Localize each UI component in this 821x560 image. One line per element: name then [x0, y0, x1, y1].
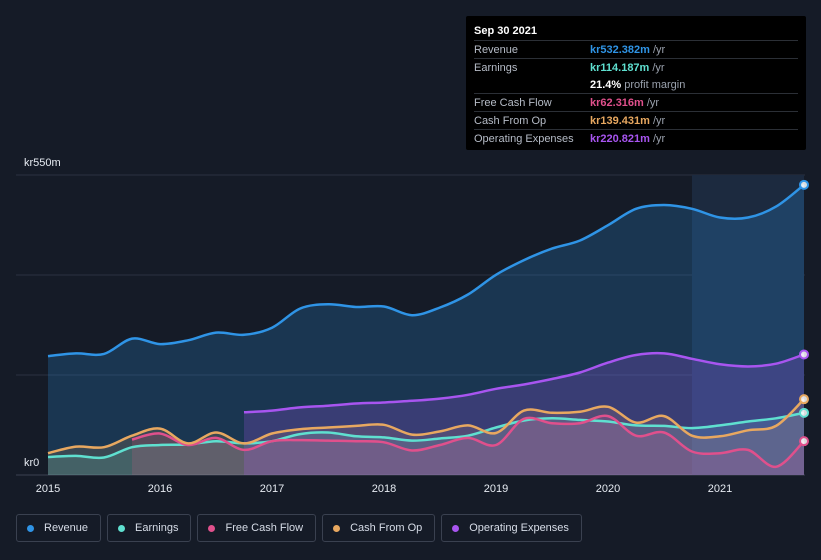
highlight-layer — [692, 175, 804, 475]
tooltip-row-value: kr114.187m — [590, 61, 650, 74]
tooltip-row-label: Free Cash Flow — [474, 96, 552, 109]
tooltip-row-value: kr220.821m — [590, 132, 650, 145]
gridlines — [16, 174, 805, 476]
operating-expenses-line — [243, 351, 805, 414]
revenue-line — [47, 183, 805, 358]
free-cash-flow-area — [132, 415, 804, 475]
tooltip-row-label: Earnings — [474, 61, 518, 74]
highlight-region — [692, 175, 804, 475]
free-cash-flow-line — [131, 414, 805, 469]
operating-expenses-marker — [799, 349, 809, 360]
tooltip-row-value: kr62.316m — [590, 96, 644, 109]
earnings-marker — [799, 407, 809, 418]
legend-label: Free Cash Flow — [225, 522, 304, 534]
tooltip-row-unit: /yr — [652, 132, 666, 145]
revenue-marker — [799, 179, 809, 190]
x-axis-ticks: 2015 2016 2017 2018 2019 2020 2021 — [36, 483, 732, 495]
legend-dot-icon — [118, 524, 126, 532]
tooltip-row-value: kr532.382m — [590, 43, 650, 56]
tooltip-row-unit: /yr — [646, 96, 660, 109]
x-tick-label: 2015 — [36, 483, 60, 495]
free-cash-flow-marker — [799, 436, 809, 447]
chart-area: kr550m kr0 2015 2016 2017 2018 2019 2020 2021 — [16, 157, 809, 495]
tooltip-row-label: Revenue — [474, 43, 519, 56]
tooltip-row-unit: /yr — [652, 43, 666, 56]
tooltip-row: 21.4% profit margin — [474, 76, 798, 93]
tooltip-row-unit: /yr — [652, 61, 665, 74]
earnings-line — [47, 411, 805, 460]
y-axis-max-label: kr550m — [24, 157, 61, 169]
x-tick-label: 2017 — [260, 483, 284, 495]
x-tick-label: 2018 — [372, 483, 396, 495]
marker-layer — [799, 179, 809, 447]
legend: Revenue Earnings Free Cash Flow Cash From O… — [16, 514, 582, 542]
legend-dot-icon — [333, 524, 341, 532]
tooltip-row-value: 21.4% — [590, 78, 622, 91]
legend-item-free-cash-flow[interactable]: Free Cash Flow — [197, 514, 317, 542]
tooltip-date: Sep 30 2021 — [474, 25, 537, 37]
x-tick-label: 2019 — [484, 483, 508, 495]
cash-from-op-marker — [799, 394, 809, 405]
legend-dot-icon — [27, 524, 34, 532]
legend-label: Earnings — [135, 522, 179, 534]
legend-label: Cash From Op — [350, 522, 423, 534]
tooltip-row-label: Cash From Op — [474, 114, 547, 127]
cash-from-op-area — [48, 399, 804, 475]
tooltip-row: Free Cash Flow kr62.316m/yr — [474, 93, 798, 111]
legend-label: Revenue — [44, 522, 89, 534]
tooltip-row-label: Operating Expenses — [474, 132, 574, 145]
line-layer — [47, 183, 805, 469]
legend-item-cash-from-op[interactable]: Cash From Op — [322, 514, 436, 542]
tooltip: Sep 30 2021 Revenue kr532.382m/yr Earnings… — [466, 16, 806, 150]
legend-item-operating-expenses[interactable]: Operating Expenses — [441, 514, 582, 542]
revenue-area — [48, 184, 804, 476]
tooltip-row: Earnings kr114.187m/yr — [474, 58, 798, 76]
x-tick-label: 2020 — [596, 483, 620, 495]
legend-dot-icon — [452, 524, 460, 532]
earnings-area — [48, 412, 804, 475]
tooltip-row: Operating Expenses kr220.821m/yr — [474, 129, 798, 147]
y-axis-min-label: kr0 — [24, 457, 39, 469]
legend-label: Operating Expenses — [469, 522, 569, 534]
tooltip-row: Cash From Op kr139.431m/yr — [474, 111, 798, 129]
tooltip-row-unit: /yr — [652, 114, 666, 127]
area-layer — [48, 184, 804, 476]
x-tick-label: 2016 — [148, 483, 172, 495]
legend-item-revenue[interactable]: Revenue — [16, 514, 102, 542]
legend-item-earnings[interactable]: Earnings — [107, 514, 192, 542]
tooltip-row-value: kr139.431m — [590, 114, 650, 127]
tooltip-row-unit: profit margin — [624, 78, 686, 91]
x-tick-label: 2021 — [708, 483, 732, 495]
legend-dot-icon — [208, 524, 216, 532]
tooltip-row: Revenue kr532.382m/yr — [474, 40, 798, 58]
operating-expenses-area — [244, 353, 804, 475]
cash-from-op-line — [47, 398, 805, 455]
